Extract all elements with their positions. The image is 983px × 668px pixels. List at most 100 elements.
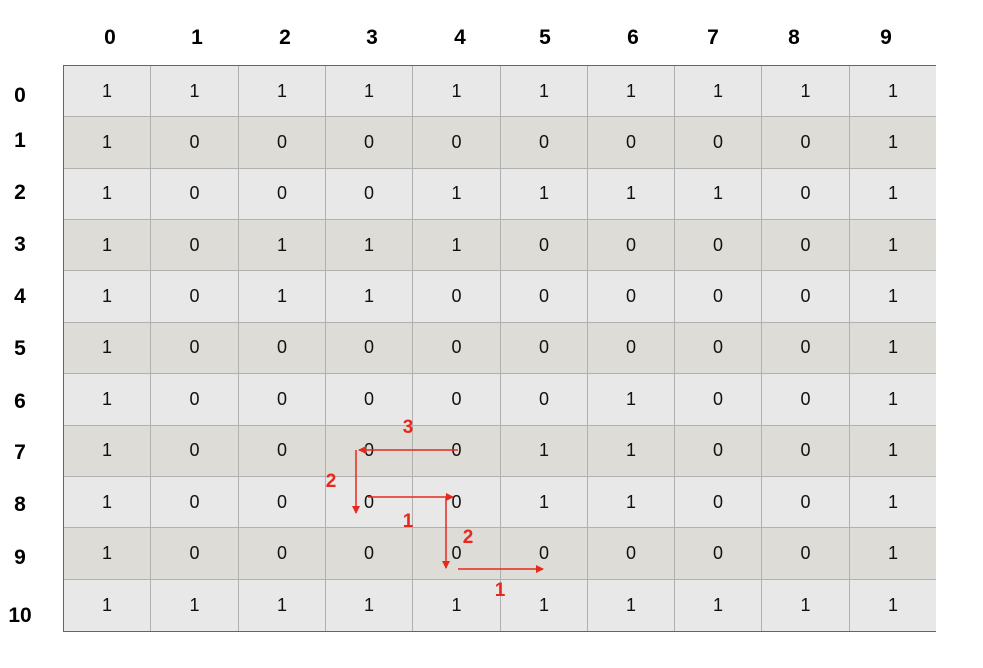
grid-cell: 0 bbox=[413, 271, 501, 323]
row-header: 6 bbox=[14, 390, 26, 413]
row-header: 7 bbox=[14, 441, 26, 464]
grid-cell: 1 bbox=[64, 168, 151, 221]
row-header: 3 bbox=[14, 233, 26, 256]
grid-cell: 1 bbox=[501, 476, 588, 529]
grid-cell: 1 bbox=[64, 579, 151, 631]
grid-cell: 1 bbox=[326, 271, 413, 323]
grid-cell: 1 bbox=[850, 220, 936, 272]
grid-cell: 1 bbox=[413, 66, 501, 118]
grid-cell: 0 bbox=[151, 476, 239, 529]
grid-cell: 0 bbox=[413, 476, 501, 529]
grid-cell: 1 bbox=[675, 66, 762, 118]
grid-cell: 1 bbox=[64, 374, 151, 426]
grid-cell: 1 bbox=[588, 66, 675, 118]
grid-cell: 0 bbox=[151, 374, 239, 426]
path-step-label: 2 bbox=[325, 471, 337, 492]
grid-cell: 0 bbox=[239, 528, 326, 580]
grid-cell: 1 bbox=[588, 168, 675, 221]
grid-cell: 1 bbox=[588, 374, 675, 426]
row-header: 0 bbox=[14, 84, 26, 107]
grid-cell: 1 bbox=[850, 168, 936, 221]
grid-cell: 1 bbox=[850, 271, 936, 323]
grid-cell: 0 bbox=[151, 271, 239, 323]
row-header: 1 bbox=[14, 129, 26, 152]
grid-cell: 0 bbox=[326, 476, 413, 529]
grid-cell: 1 bbox=[762, 66, 850, 118]
grid-cell: 1 bbox=[675, 168, 762, 221]
grid-cell: 1 bbox=[64, 528, 151, 580]
grid-cell: 1 bbox=[850, 528, 936, 580]
grid-cell: 1 bbox=[762, 579, 850, 631]
grid-cell: 0 bbox=[762, 322, 850, 375]
grid-cell: 1 bbox=[501, 168, 588, 221]
grid-cell: 1 bbox=[413, 220, 501, 272]
grid-cell: 0 bbox=[326, 374, 413, 426]
grid-cell: 0 bbox=[762, 425, 850, 477]
grid-cell: 0 bbox=[588, 220, 675, 272]
grid-cell: 1 bbox=[239, 66, 326, 118]
column-header: 5 bbox=[539, 26, 551, 49]
grid-cell: 0 bbox=[762, 476, 850, 529]
grid-cell: 0 bbox=[326, 117, 413, 169]
grid-cell: 0 bbox=[762, 168, 850, 221]
grid-cell: 0 bbox=[413, 117, 501, 169]
grid-cell: 0 bbox=[762, 528, 850, 580]
grid-cell: 0 bbox=[762, 220, 850, 272]
grid-cell: 1 bbox=[64, 322, 151, 375]
grid-cell: 1 bbox=[850, 117, 936, 169]
grid-cell: 1 bbox=[850, 579, 936, 631]
grid-cell: 1 bbox=[413, 579, 501, 631]
grid-cell: 0 bbox=[151, 528, 239, 580]
row-header: 9 bbox=[14, 546, 26, 569]
grid-cell: 1 bbox=[239, 271, 326, 323]
grid-cell: 0 bbox=[413, 528, 501, 580]
grid-cell: 0 bbox=[151, 220, 239, 272]
grid-cell: 1 bbox=[151, 579, 239, 631]
column-header: 9 bbox=[880, 26, 892, 49]
column-header: 3 bbox=[366, 26, 378, 49]
grid-cell: 0 bbox=[762, 117, 850, 169]
column-header: 8 bbox=[788, 26, 800, 49]
column-header: 2 bbox=[279, 26, 291, 49]
grid-cell: 0 bbox=[675, 528, 762, 580]
grid-cell: 0 bbox=[501, 322, 588, 375]
column-header: 6 bbox=[627, 26, 639, 49]
grid-cell: 1 bbox=[850, 476, 936, 529]
grid-cell: 0 bbox=[762, 374, 850, 426]
grid-cell: 1 bbox=[239, 220, 326, 272]
grid-cell: 0 bbox=[588, 322, 675, 375]
grid-cell: 1 bbox=[64, 66, 151, 118]
grid-cell: 0 bbox=[501, 220, 588, 272]
grid-cell: 0 bbox=[239, 117, 326, 169]
grid-cell: 0 bbox=[501, 374, 588, 426]
grid-cell: 1 bbox=[64, 220, 151, 272]
grid-cell: 0 bbox=[413, 425, 501, 477]
grid-cell: 1 bbox=[850, 425, 936, 477]
grid-cell: 0 bbox=[326, 528, 413, 580]
grid-cell: 1 bbox=[850, 66, 936, 118]
grid-cell: 1 bbox=[64, 425, 151, 477]
grid-cell: 0 bbox=[588, 117, 675, 169]
row-header: 4 bbox=[14, 285, 26, 308]
grid-cell: 0 bbox=[239, 168, 326, 221]
grid-cell: 0 bbox=[151, 117, 239, 169]
column-header: 1 bbox=[191, 26, 203, 49]
path-step-label: 1 bbox=[494, 580, 506, 601]
grid-cell: 0 bbox=[675, 322, 762, 375]
grid-cell: 0 bbox=[675, 117, 762, 169]
grid-cell: 1 bbox=[501, 66, 588, 118]
grid-cell: 0 bbox=[326, 168, 413, 221]
grid-cell: 1 bbox=[850, 374, 936, 426]
grid-cell: 1 bbox=[850, 322, 936, 375]
column-header: 4 bbox=[454, 26, 466, 49]
path-step-label: 3 bbox=[402, 417, 414, 438]
grid-cell: 1 bbox=[501, 579, 588, 631]
row-header: 5 bbox=[14, 337, 26, 360]
grid-cell: 0 bbox=[239, 425, 326, 477]
grid-cell: 1 bbox=[64, 476, 151, 529]
grid-cell: 1 bbox=[326, 579, 413, 631]
grid-cell: 1 bbox=[675, 579, 762, 631]
grid-cell: 1 bbox=[64, 271, 151, 323]
grid-cell: 1 bbox=[326, 66, 413, 118]
